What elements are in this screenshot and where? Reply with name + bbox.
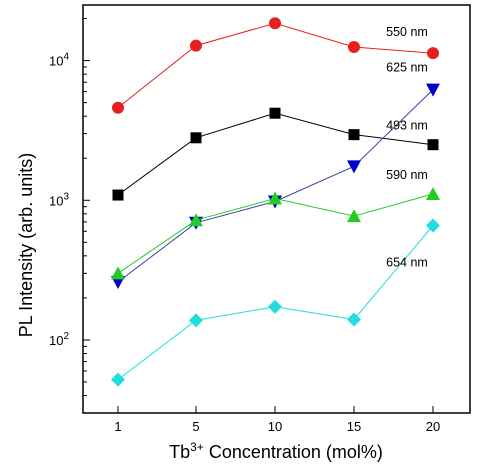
- data-point: [269, 107, 281, 119]
- x-axis-ticks: [117, 406, 434, 413]
- y-tick-label: 102: [49, 331, 69, 348]
- series-layer: [111, 17, 440, 387]
- x-axis-title: Tb3+ Concentration (mol%): [169, 440, 383, 462]
- y-axis-ticks: [83, 18, 90, 414]
- x-tick-label: 10: [268, 419, 282, 434]
- y-tick-exponent: 3: [63, 191, 69, 202]
- x-tick-label: 20: [426, 419, 440, 434]
- data-point: [111, 372, 125, 387]
- data-point: [347, 312, 361, 327]
- data-point: [189, 213, 203, 227]
- y-axis-title: PL Intensity (arb. units): [16, 153, 36, 337]
- x-axis-title-suffix: Concentration (mol%): [204, 442, 383, 462]
- series-label: 590 nm: [386, 168, 428, 182]
- data-point: [112, 189, 124, 201]
- data-point: [268, 299, 282, 314]
- series-654-nm: [111, 218, 440, 387]
- data-point: [190, 132, 202, 144]
- y-tick-base: 10: [49, 193, 63, 208]
- data-point: [112, 101, 124, 114]
- plot-frame: [82, 4, 471, 414]
- data-point: [348, 129, 360, 141]
- series-labels-layer: 550 nm 493 nm 625 nm 590 nm 654 nm: [386, 25, 428, 269]
- x-tick-label: 15: [347, 419, 361, 434]
- series-label: 493 nm: [386, 119, 428, 133]
- data-point: [426, 218, 440, 233]
- x-axis-title-superscript: 3+: [190, 440, 204, 454]
- data-point: [427, 139, 439, 151]
- x-tick-label: 1: [114, 419, 121, 434]
- data-point: [189, 313, 203, 328]
- data-point: [348, 41, 360, 54]
- y-tick-base: 10: [49, 54, 63, 69]
- data-point: [111, 266, 125, 280]
- data-point: [268, 191, 282, 205]
- data-point: [347, 209, 361, 223]
- y-tick-label: 103: [49, 191, 69, 208]
- series-590-nm: [111, 186, 440, 280]
- data-point: [269, 17, 281, 30]
- y-tick-exponent: 4: [63, 52, 69, 63]
- y-tick-base: 10: [49, 333, 63, 348]
- data-point: [190, 39, 202, 52]
- data-point: [427, 47, 439, 60]
- series-550-nm: [112, 17, 439, 114]
- series-label: 625 nm: [386, 61, 428, 75]
- series-label: 550 nm: [386, 25, 428, 39]
- data-point: [347, 160, 361, 174]
- series-493-nm: [112, 107, 439, 201]
- series-label: 654 nm: [386, 256, 428, 270]
- x-tick-label: 5: [192, 419, 199, 434]
- data-point: [426, 83, 440, 97]
- data-point: [426, 186, 440, 200]
- y-tick-label: 104: [49, 52, 69, 69]
- y-tick-exponent: 2: [63, 331, 69, 342]
- x-axis-title-prefix: Tb: [169, 442, 190, 462]
